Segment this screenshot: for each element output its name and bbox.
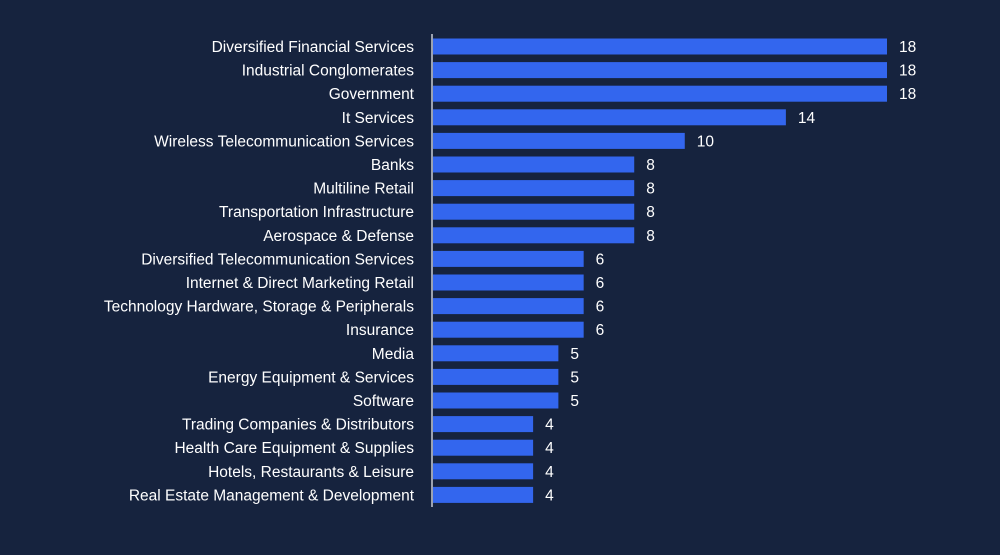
category-label: Health Care Equipment & Supplies xyxy=(174,440,414,457)
bar xyxy=(433,274,584,291)
bar xyxy=(433,156,635,173)
category-label: Insurance xyxy=(346,322,414,339)
category-label: Diversified Financial Services xyxy=(212,39,415,56)
value-label: 6 xyxy=(596,299,605,316)
category-label: Real Estate Management & Development xyxy=(129,487,415,504)
bar xyxy=(433,439,534,456)
category-label: Aerospace & Defense xyxy=(263,228,414,245)
category-label: Energy Equipment & Services xyxy=(208,369,414,386)
value-label: 6 xyxy=(596,322,605,339)
value-label: 4 xyxy=(545,417,554,434)
value-label: 8 xyxy=(646,228,655,245)
bar xyxy=(433,463,534,480)
category-labels-layer: Diversified Financial Services Industrial… xyxy=(104,39,415,504)
bar xyxy=(433,38,887,55)
value-label: 8 xyxy=(646,204,655,221)
bar xyxy=(433,85,887,102)
value-label: 18 xyxy=(899,86,916,103)
value-label: 18 xyxy=(899,63,916,80)
bar xyxy=(433,416,534,433)
bar xyxy=(433,109,786,126)
category-label: Hotels, Restaurants & Leisure xyxy=(208,464,414,481)
category-label: Wireless Telecommunication Services xyxy=(154,133,414,150)
bar xyxy=(433,321,584,338)
value-label: 6 xyxy=(596,251,605,268)
bar xyxy=(433,180,635,197)
value-label: 5 xyxy=(570,393,579,410)
value-label: 4 xyxy=(545,487,554,504)
bar xyxy=(433,486,534,503)
value-label: 8 xyxy=(646,157,655,174)
category-label: Industrial Conglomerates xyxy=(242,63,415,80)
bar xyxy=(433,227,635,244)
value-label: 8 xyxy=(646,181,655,198)
value-label: 4 xyxy=(545,464,554,481)
category-label: Technology Hardware, Storage & Periphera… xyxy=(104,299,414,316)
bars-layer xyxy=(433,38,887,503)
value-label: 6 xyxy=(596,275,605,292)
category-label: Multiline Retail xyxy=(313,181,414,198)
value-label: 5 xyxy=(570,369,579,386)
value-label: 18 xyxy=(899,39,916,56)
bar xyxy=(433,368,559,385)
bar xyxy=(433,62,887,79)
category-label: Trading Companies & Distributors xyxy=(182,417,414,434)
value-label: 5 xyxy=(570,346,579,363)
bar xyxy=(433,250,584,267)
value-label: 4 xyxy=(545,440,554,457)
bar xyxy=(433,298,584,315)
category-label: Media xyxy=(372,346,415,363)
category-label: Government xyxy=(329,86,415,103)
category-label: It Services xyxy=(342,110,415,127)
category-label: Diversified Telecommunication Services xyxy=(141,251,414,268)
value-label: 10 xyxy=(697,133,715,150)
category-label: Software xyxy=(353,393,414,410)
bar xyxy=(433,392,559,409)
value-label: 14 xyxy=(798,110,816,127)
category-label: Transportation Infrastructure xyxy=(219,204,414,221)
bar xyxy=(433,203,635,220)
category-label: Banks xyxy=(371,157,414,174)
bar xyxy=(433,132,685,149)
bar xyxy=(433,345,559,362)
category-label: Internet & Direct Marketing Retail xyxy=(186,275,414,292)
